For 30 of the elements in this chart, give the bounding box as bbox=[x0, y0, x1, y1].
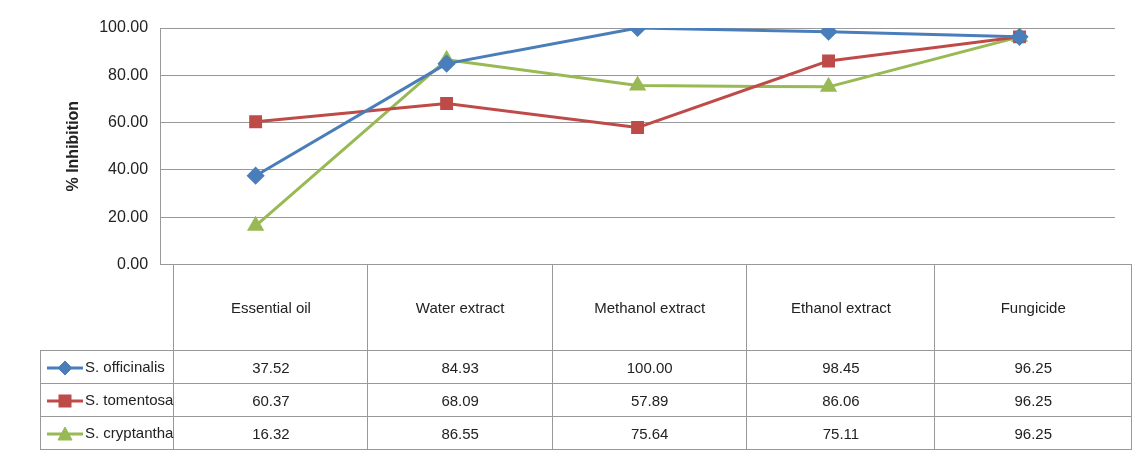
data-label: 96.25 bbox=[934, 416, 1132, 450]
data-label: 75.11 bbox=[746, 416, 935, 450]
x-tick-label: Essential oil bbox=[173, 264, 368, 351]
data-label: 86.55 bbox=[367, 416, 553, 450]
data-label: 96.25 bbox=[934, 383, 1132, 417]
data-label: 84.93 bbox=[367, 350, 553, 384]
x-tick-label: Fungicide bbox=[934, 264, 1132, 351]
data-label: 16.32 bbox=[173, 416, 368, 450]
y-axis-title: % Inhibition bbox=[64, 100, 82, 192]
data-label: 60.37 bbox=[173, 383, 368, 417]
data-label: 68.09 bbox=[367, 383, 553, 417]
legend-label: S. officinalis bbox=[85, 358, 165, 376]
y-tick-label: 60.00 bbox=[108, 112, 149, 130]
y-tick-label: 80.00 bbox=[108, 65, 149, 83]
y-tick-label: 100.00 bbox=[99, 18, 149, 36]
data-label: 86.06 bbox=[746, 383, 935, 417]
data-label: 37.52 bbox=[173, 350, 368, 384]
legend-label: S. cryptantha bbox=[85, 424, 174, 442]
data-label: 75.64 bbox=[552, 416, 747, 450]
x-tick-label: Methanol extract bbox=[552, 264, 747, 351]
data-label: 96.25 bbox=[934, 350, 1132, 384]
y-tick-label: 40.00 bbox=[108, 160, 149, 178]
legend-label: S. tomentosa bbox=[85, 391, 174, 409]
data-label: 100.00 bbox=[552, 350, 747, 384]
data-label: 57.89 bbox=[552, 383, 747, 417]
y-tick-label: 20.00 bbox=[108, 207, 149, 225]
x-tick-label: Water extract bbox=[367, 264, 553, 351]
data-label: 98.45 bbox=[746, 350, 935, 384]
y-tick-label: 0.00 bbox=[117, 254, 149, 272]
x-tick-label: Ethanol extract bbox=[746, 264, 935, 351]
